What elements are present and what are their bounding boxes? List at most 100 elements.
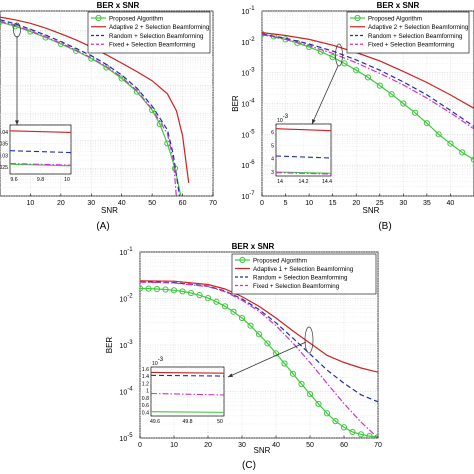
inset-x-tick-label: 9.6 <box>10 177 17 183</box>
series-group <box>140 280 378 438</box>
inset-x-tick-label: 14 <box>277 179 283 185</box>
panel-label: (A) <box>96 221 109 232</box>
chart-title: BER x SNR <box>377 1 420 10</box>
data-point <box>230 308 237 315</box>
tick-exponent: -3 <box>158 357 164 363</box>
inset: 6 5 4 314 14.2 14.4 10-3 <box>271 114 332 185</box>
tick-exponent: -2 <box>127 294 133 300</box>
data-point <box>315 400 322 408</box>
y-tick-label: 10-1 <box>119 247 133 257</box>
x-tick-label: 30 <box>87 200 95 207</box>
inset-y-tick-label: 0.035 <box>0 142 8 148</box>
inset-y-tick-label: 0.8 <box>142 396 149 402</box>
data-point <box>179 288 186 295</box>
data-point <box>366 432 373 438</box>
x-tick-label: 5 <box>284 200 288 207</box>
data-point <box>118 75 125 82</box>
inset-x-tick-label: 49.8 <box>182 419 192 425</box>
inset-series-line <box>9 150 72 154</box>
series-line-1 <box>262 32 474 109</box>
tick-base: 10 <box>241 71 249 78</box>
data-point <box>364 74 372 81</box>
inset-series-line <box>9 162 72 166</box>
tick-exponent: -5 <box>249 129 255 135</box>
x-tick-label: 70 <box>374 442 382 449</box>
tick-exponent: -3 <box>283 114 289 120</box>
data-point <box>247 322 254 329</box>
y-tick-label: 10-6 <box>241 160 255 170</box>
inset-y-tick-label: 0.04 <box>0 130 8 136</box>
data-point <box>376 82 383 89</box>
legend-label: Random + Selection Beamforming <box>368 33 463 40</box>
data-point <box>255 331 263 338</box>
data-point <box>153 285 161 293</box>
inset-series-line <box>275 128 332 132</box>
inset-x-tick-label: 10 <box>64 177 70 183</box>
x-tick-label: 40 <box>118 200 126 207</box>
x-tick-label: 35 <box>423 200 431 207</box>
inset-series-line <box>150 374 225 377</box>
y-tick-label: 10-7 <box>241 191 255 201</box>
data-point <box>353 67 360 74</box>
legend-label: Fixed + Selection Beamforming <box>368 42 455 49</box>
inset-multiplier: 10-3 <box>277 114 289 124</box>
legend-label: Random + Selection Beamforming <box>109 33 204 40</box>
inset-y-tick-label: 0.6 <box>142 403 149 409</box>
zoom-arrow <box>311 65 339 125</box>
legend-label: Adaptive 1 + Selection Beamforming <box>253 266 354 273</box>
y-tick-label: 10-2 <box>241 37 255 47</box>
y-tick-label: 10-3 <box>241 68 255 78</box>
tick-base: 10 <box>119 390 127 397</box>
inset-y-tick-label: 4 <box>271 157 274 163</box>
x-tick-label: 30 <box>238 442 246 449</box>
data-point <box>306 390 314 398</box>
inset-y-tick-label: 1.4 <box>142 374 149 380</box>
data-point <box>162 286 169 293</box>
legend-box <box>87 11 211 54</box>
inset-y-tick-label: 0.4 <box>142 410 149 416</box>
data-point <box>435 131 442 138</box>
x-axis-label: SNR <box>101 206 118 215</box>
y-tick-label: 10-3 <box>119 340 133 350</box>
data-point <box>149 106 156 114</box>
inset-y-tick-label: 5 <box>271 143 274 149</box>
series-line-1 <box>0 16 190 183</box>
legend-marker <box>354 14 361 22</box>
data-point <box>332 418 339 425</box>
data-point <box>423 120 430 127</box>
tick-exponent: -7 <box>249 191 255 197</box>
x-tick-label: 70 <box>209 200 217 207</box>
x-tick-label: 60 <box>340 442 348 449</box>
x-tick-label: 40 <box>447 200 455 207</box>
y-axis-label: BER <box>231 95 240 112</box>
data-point <box>204 295 212 302</box>
data-point <box>349 428 356 436</box>
y-tick-label: 10-1 <box>241 6 255 16</box>
legend-label: Proposed Algorithm <box>368 15 422 22</box>
tick-exponent: -3 <box>249 68 255 74</box>
data-point <box>447 140 454 147</box>
legend: Proposed Algorithm Adaptive 2 + Selection… <box>87 11 211 54</box>
legend-box <box>346 11 470 54</box>
tick-exponent: -1 <box>127 247 133 253</box>
data-point <box>357 431 365 438</box>
inset-series-line <box>275 172 332 175</box>
inset-series-line <box>9 130 72 134</box>
x-tick-label: 20 <box>57 200 65 207</box>
panel-a: 10 20 30 40 50 60 70 BER x SNR SNR (A) Proposed Al… <box>0 1 217 232</box>
inset-y-tick-label: 1.2 <box>142 381 149 387</box>
x-tick-label: 60 <box>179 200 187 207</box>
inset-y-tick-label: 0.03 <box>0 153 8 159</box>
data-point <box>145 285 152 292</box>
tick-base: 10 <box>119 250 127 257</box>
legend-label: Proposed Algorithm <box>109 15 163 22</box>
x-axis-label: SNR <box>254 446 271 455</box>
tick-base: 10 <box>119 436 127 443</box>
data-point <box>272 350 280 357</box>
inset-y-tick-label: 0.025 <box>0 165 8 171</box>
series-line-0 <box>0 21 182 196</box>
legend-label: Adaptive 2 + Selection Beamforming <box>368 24 469 31</box>
